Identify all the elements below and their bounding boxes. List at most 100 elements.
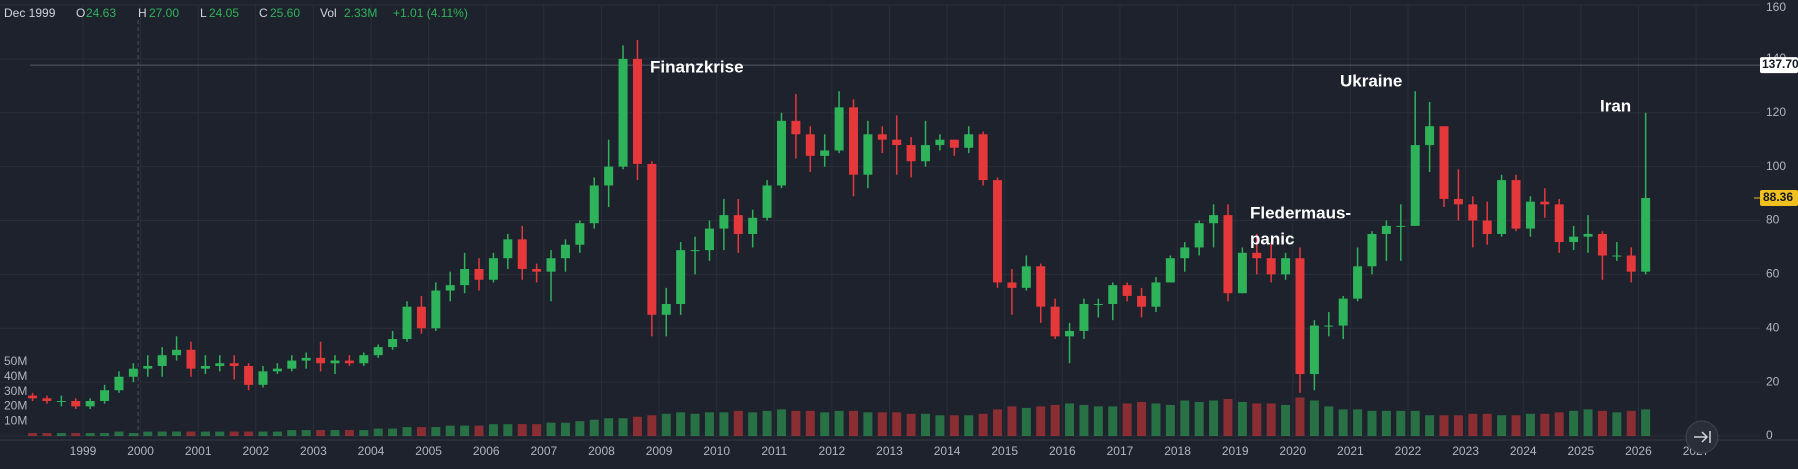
volume-bar (1626, 410, 1636, 436)
candle-body (42, 398, 52, 401)
y-tick-label: 100 (1766, 159, 1786, 173)
candle-body (676, 250, 686, 305)
volume-bar (1497, 415, 1507, 436)
candle-body (344, 360, 354, 364)
volume-bar (1309, 400, 1319, 436)
candle-body (1295, 258, 1305, 375)
volume-bar (863, 412, 873, 436)
volume-bar (834, 410, 844, 436)
candle-body (229, 363, 239, 366)
x-tick-label: 2003 (300, 444, 327, 458)
annotation: Fledermaus- (1250, 203, 1351, 222)
x-tick-label: 2005 (415, 444, 442, 458)
y-tick-label: 160 (1766, 0, 1786, 14)
candle-body (647, 163, 657, 315)
x-tick-label: 2024 (1510, 444, 1537, 458)
candle-body (1453, 198, 1463, 205)
x-tick-label: 2018 (1164, 444, 1191, 458)
candle-body (244, 365, 254, 385)
volume-bar (1338, 409, 1348, 436)
candle-body (1266, 258, 1276, 275)
candle-body (157, 355, 167, 366)
x-tick-label: 2014 (934, 444, 961, 458)
candle-body (1641, 197, 1651, 272)
candle-body (373, 347, 383, 356)
candle-body (1194, 223, 1204, 248)
candle-body (1223, 215, 1233, 294)
volume-bar (1468, 413, 1478, 436)
volume-bar (1511, 415, 1521, 436)
volume-bar (474, 425, 484, 436)
candle-body (1151, 282, 1161, 307)
candle-body (704, 228, 714, 251)
candle-body (1137, 295, 1147, 307)
last-price-box (1760, 189, 1798, 206)
candle-body (906, 145, 916, 162)
candle-body (546, 258, 556, 272)
volume-bar (330, 430, 340, 436)
x-tick-label: 2023 (1452, 444, 1479, 458)
volume-bar (748, 412, 758, 436)
candle-body (402, 306, 412, 340)
candle-body (1626, 255, 1636, 272)
y-tick-label: 40 (1766, 320, 1780, 334)
volume-bar (532, 424, 542, 436)
x-tick-label: 2013 (876, 444, 903, 458)
candle-body (935, 139, 945, 146)
candle-body (1612, 255, 1622, 257)
volume-bar (503, 424, 513, 436)
candle-body (949, 139, 959, 148)
volume-bar (1281, 404, 1291, 436)
candle-body (1036, 266, 1046, 307)
candle-body (1079, 304, 1089, 331)
candle-body (1540, 201, 1550, 205)
volume-bar (1525, 413, 1535, 436)
y-tick-label: 60 (1766, 267, 1780, 281)
candle-body (820, 150, 830, 156)
volume-bar (1381, 410, 1391, 436)
volume-bar (431, 427, 441, 436)
volume-bar (215, 431, 225, 436)
volume-bar (949, 415, 959, 436)
volume-bar (1597, 410, 1607, 436)
volume-bar (445, 425, 455, 436)
volume-bar (877, 412, 887, 436)
volume-bar (258, 431, 268, 436)
candle-body (316, 357, 326, 364)
volume-bar (921, 413, 931, 436)
candle-body (416, 306, 426, 329)
candle-body (460, 268, 470, 286)
legend-c-label: C (259, 6, 268, 20)
candle-body (690, 250, 700, 252)
candle-body (215, 363, 225, 366)
candle-body (964, 134, 974, 148)
candle-body (661, 304, 671, 315)
volume-bar (935, 415, 945, 436)
candle-body (128, 368, 138, 377)
volume-bar (820, 412, 830, 436)
volume-bar (157, 431, 167, 436)
candle-body (56, 400, 66, 402)
volume-bar (805, 410, 815, 436)
volume-tick-label: 30M (4, 384, 27, 398)
volume-bar (1396, 410, 1406, 436)
candle-body (1410, 145, 1420, 226)
x-tick-label: 2009 (646, 444, 673, 458)
button[interactable] (1685, 420, 1719, 454)
candle-body (1396, 225, 1406, 227)
volume-bar (1425, 415, 1435, 436)
candle-body (560, 244, 570, 259)
volume-bar (1050, 404, 1060, 436)
scroll-icon (1694, 431, 1711, 443)
candle-body (1281, 258, 1291, 275)
candle-body (834, 107, 844, 151)
candle-body (388, 339, 398, 348)
volume-bar (244, 431, 254, 436)
volume-bar (733, 410, 743, 436)
volume-bar (1165, 404, 1175, 436)
candle-body (1122, 285, 1132, 296)
candle-body (1209, 215, 1219, 224)
x-tick-label: 2006 (473, 444, 500, 458)
candle-body (28, 395, 38, 399)
x-tick-label: 2008 (588, 444, 615, 458)
